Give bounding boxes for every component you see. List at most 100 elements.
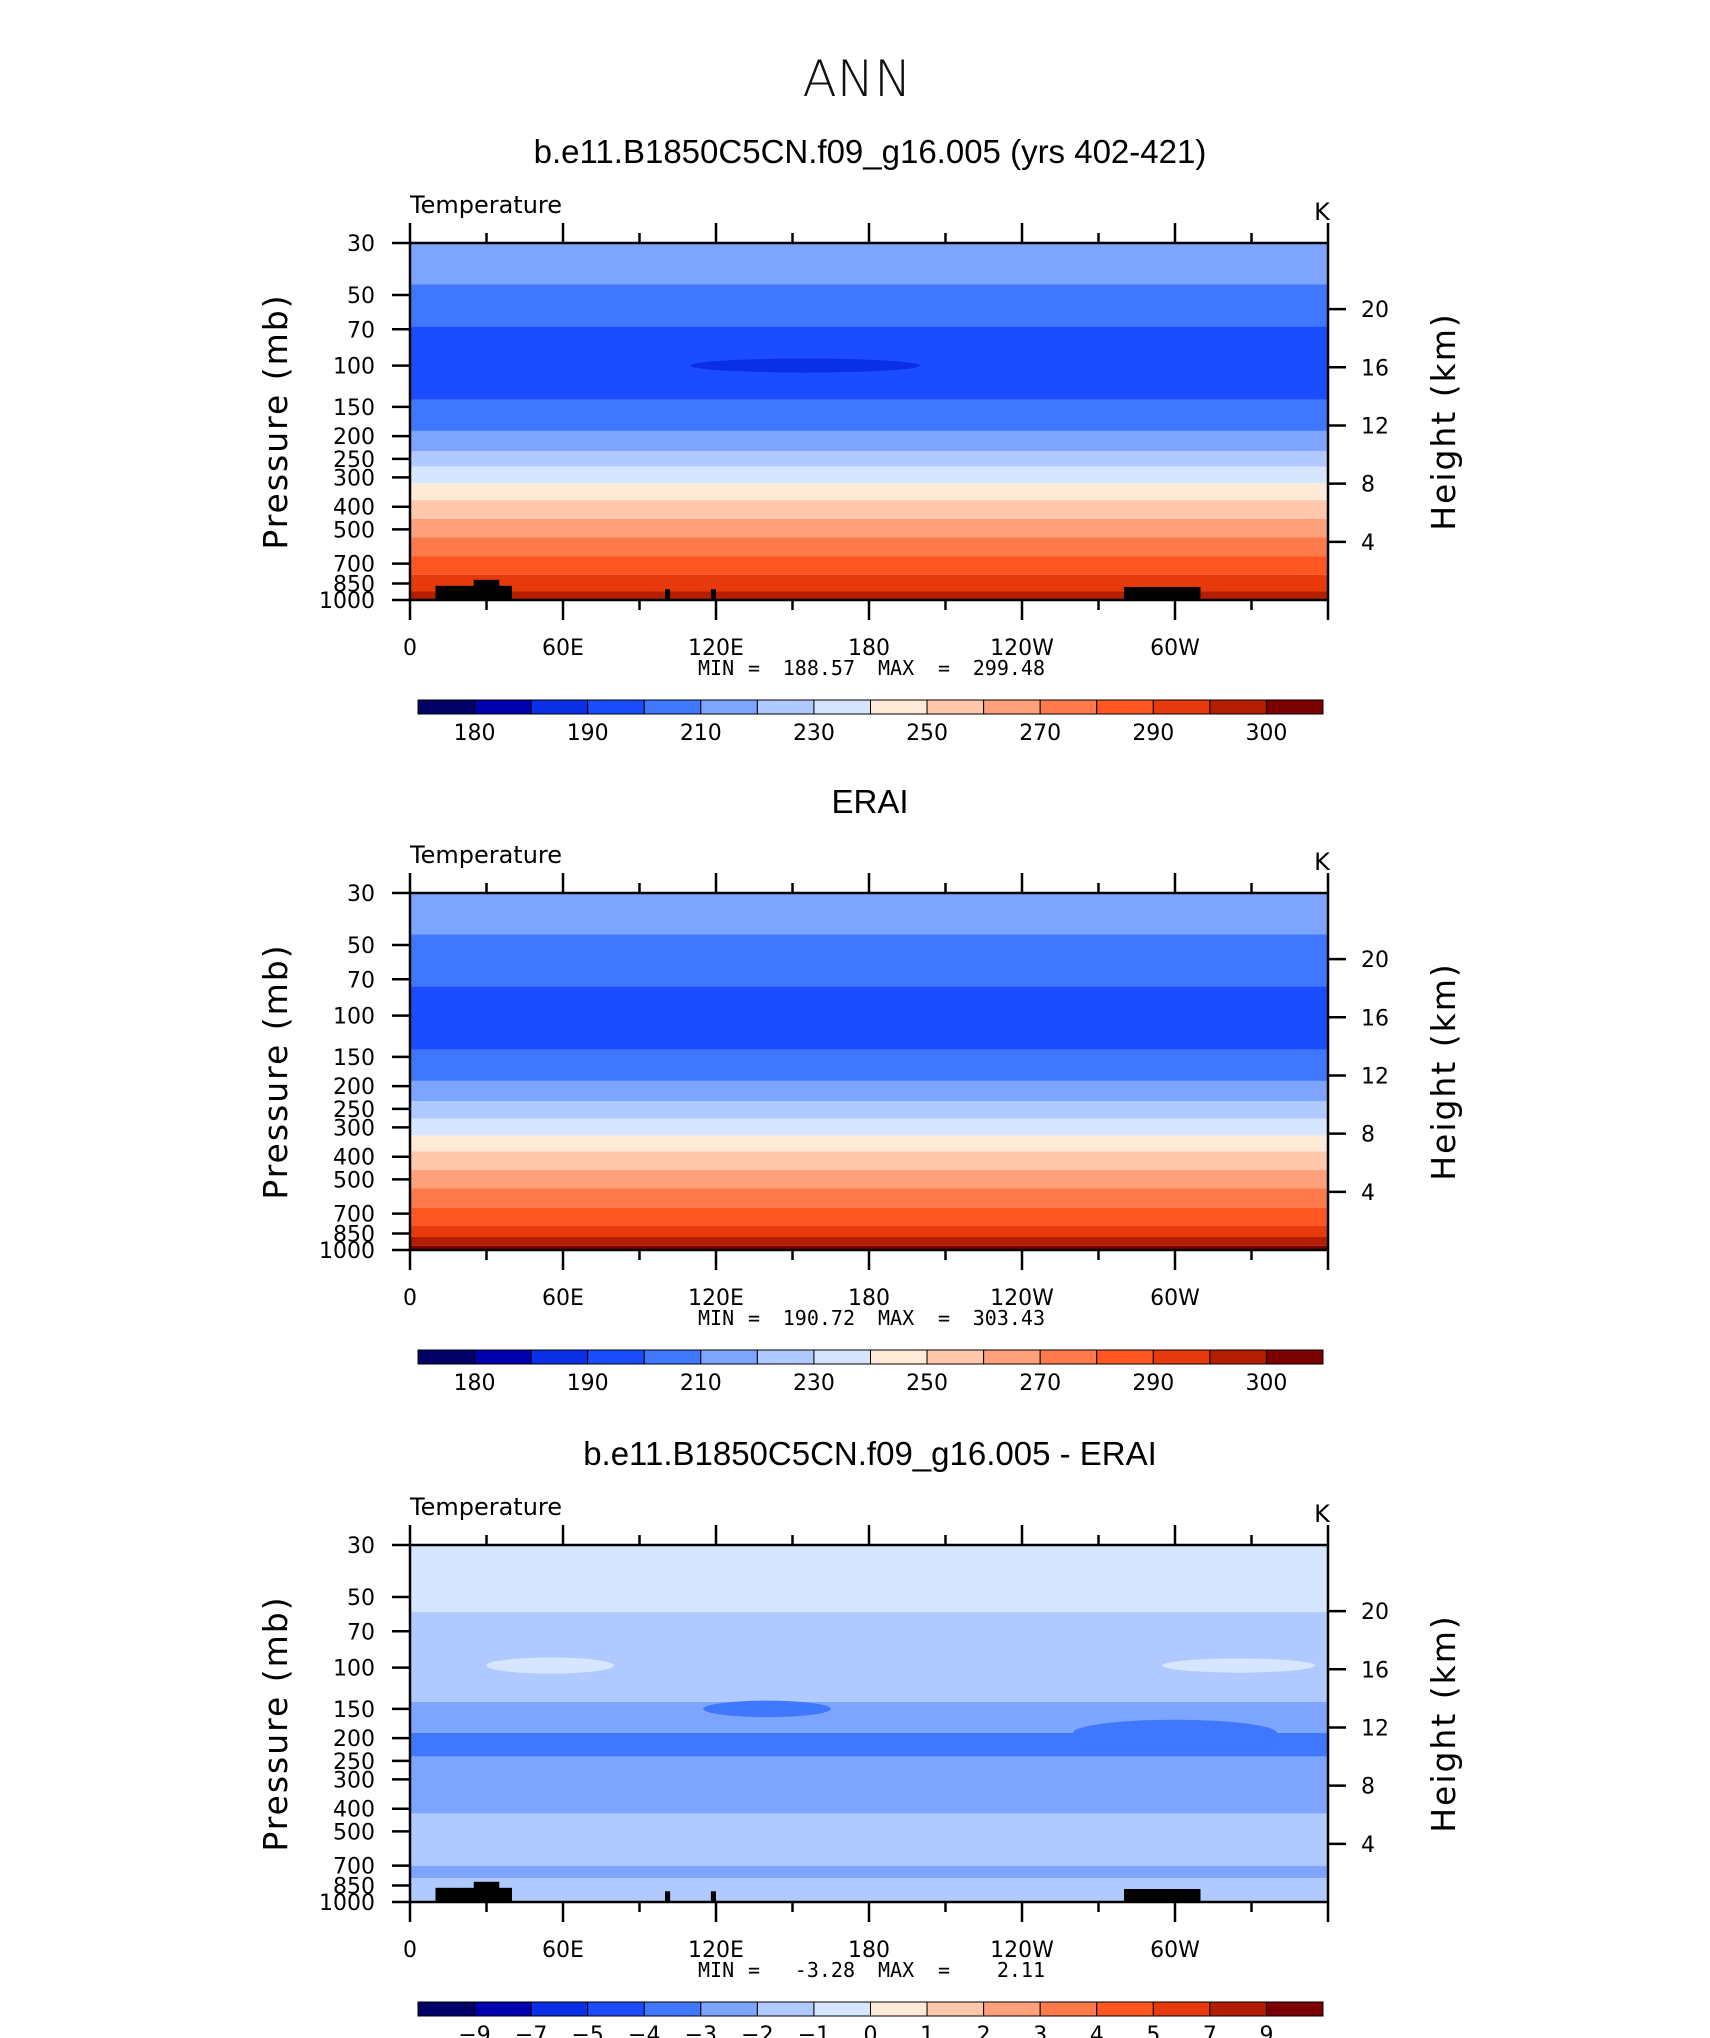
colorbar-label: 190: [567, 1371, 609, 1396]
colorbar-swatch: [1152, 2001, 1211, 2017]
x-tick-label: 120E: [688, 636, 744, 661]
y-right-tick-label: 20: [1361, 298, 1389, 323]
colorbar-swatch: [417, 699, 476, 715]
colorbar-swatch: [870, 699, 928, 715]
y-tick-label: 70: [347, 318, 375, 343]
topography: [710, 589, 716, 600]
contour-band: [410, 518, 1328, 538]
contour-band: [410, 1236, 1328, 1246]
x-tick-label: 120W: [990, 636, 1054, 661]
topography: [473, 579, 500, 600]
colorbar-label: 180: [454, 1371, 496, 1396]
y-tick-label: 300: [333, 1768, 375, 1793]
min-label: MIN: [698, 1306, 734, 1330]
colorbar-swatch: [983, 699, 1041, 715]
units-label: K: [1314, 1500, 1331, 1528]
contour-band: [410, 591, 1328, 600]
colorbar-label: −1: [798, 2023, 830, 2038]
colorbar-swatch: [1039, 699, 1098, 715]
x-tick-label: 0: [403, 636, 417, 661]
colorbar-swatch: [756, 2001, 815, 2017]
max-equals: =: [938, 1958, 950, 1982]
y-tick-label: 30: [347, 1534, 375, 1559]
colorbar-label: 210: [680, 1371, 722, 1396]
topography: [473, 1881, 500, 1902]
topography: [1124, 1888, 1201, 1902]
panel-3: b.e11.B1850C5CN.f09_g16.005 - ERAI Temper…: [256, 1435, 1463, 2038]
colorbar-label: 270: [1019, 1371, 1061, 1396]
colorbar-label: 1: [920, 2023, 934, 2038]
x-tick-label: 120E: [688, 1286, 744, 1311]
panel-title: b.e11.B1850C5CN.f09_g16.005 - ERAI: [583, 1435, 1157, 1472]
max-equals: =: [938, 656, 950, 680]
contour-band: [410, 466, 1328, 484]
colorbar-swatch: [756, 699, 815, 715]
contour-feature: [690, 358, 920, 373]
min-equals: =: [748, 1306, 760, 1330]
y-right-tick-label: 8: [1361, 1123, 1375, 1148]
y-right-tick-label: 16: [1361, 1658, 1389, 1683]
colorbar-label: 250: [906, 1371, 948, 1396]
y-tick-label: 150: [333, 1046, 375, 1071]
contour-band: [410, 1756, 1328, 1814]
colorbar-label: 270: [1019, 721, 1061, 746]
y-tick-label: 50: [347, 1586, 375, 1611]
contour-band: [410, 1612, 1328, 1702]
min-value: 188.57: [783, 656, 855, 680]
y-tick-label: 200: [333, 425, 375, 450]
panel-1: b.e11.B1850C5CN.f09_g16.005 (yrs 402-421…: [256, 133, 1463, 746]
contour-band: [410, 1188, 1328, 1208]
colorbar-label: 300: [1245, 1371, 1287, 1396]
contour-feature: [1162, 1658, 1316, 1673]
y-right-tick-label: 12: [1361, 1064, 1389, 1089]
colorbar-swatch: [983, 1349, 1041, 1365]
topography: [665, 1891, 671, 1902]
x-tick-label: 180: [848, 1286, 890, 1311]
colorbar-label: 190: [567, 721, 609, 746]
y-tick-label: 150: [333, 396, 375, 421]
x-tick-label: 60W: [1150, 636, 1200, 661]
contour-band: [410, 1101, 1328, 1119]
max-label: MAX: [878, 1958, 914, 1982]
colorbar-swatch: [1096, 2001, 1154, 2017]
colorbar-label: 9: [1259, 2023, 1273, 2038]
colorbar-swatch: [700, 2001, 758, 2017]
y-tick-label: 1000: [319, 589, 375, 614]
x-tick-label: 0: [403, 1938, 417, 1963]
colorbar-swatch: [530, 2001, 589, 2017]
colorbar-swatch: [1096, 699, 1154, 715]
contour-band: [410, 934, 1328, 987]
contour-band: [410, 1080, 1328, 1102]
max-value: 303.43: [973, 1306, 1045, 1330]
colorbar-label: 3: [1033, 2023, 1047, 2038]
y-right-tick-label: 16: [1361, 1006, 1389, 1031]
x-tick-label: 60W: [1150, 1938, 1200, 1963]
y-right-tick-label: 20: [1361, 948, 1389, 973]
colorbar-swatch: [700, 1349, 758, 1365]
y-right-axis-label: Height (km): [1424, 962, 1463, 1181]
max-label: MAX: [878, 1306, 914, 1330]
colorbar-swatch: [474, 2001, 532, 2017]
colorbar-swatch: [1265, 1349, 1324, 1365]
contour-band: [410, 537, 1328, 557]
x-tick-label: 180: [848, 636, 890, 661]
contour-feature: [703, 1700, 831, 1718]
x-tick-label: 60E: [542, 1938, 584, 1963]
colorbar-swatch: [417, 2001, 476, 2017]
colorbar-swatch: [643, 2001, 702, 2017]
colorbar-label: −7: [515, 2023, 547, 2038]
colorbar-swatch: [926, 699, 985, 715]
panels: b.e11.B1850C5CN.f09_g16.005 (yrs 402-421…: [256, 133, 1463, 2038]
colorbar-swatch: [1039, 1349, 1098, 1365]
y-right-tick-label: 16: [1361, 356, 1389, 381]
colorbar-swatch: [474, 1349, 532, 1365]
colorbar-label: 230: [793, 721, 835, 746]
colorbar-swatch: [587, 699, 645, 715]
y-tick-label: 100: [333, 355, 375, 380]
y-right-tick-label: 8: [1361, 473, 1375, 498]
contour-band: [410, 1865, 1328, 1879]
colorbar-swatch: [1265, 2001, 1324, 2017]
colorbar-label: 290: [1132, 1371, 1174, 1396]
colorbar-swatch: [813, 2001, 871, 2017]
colorbar-swatch: [474, 699, 532, 715]
